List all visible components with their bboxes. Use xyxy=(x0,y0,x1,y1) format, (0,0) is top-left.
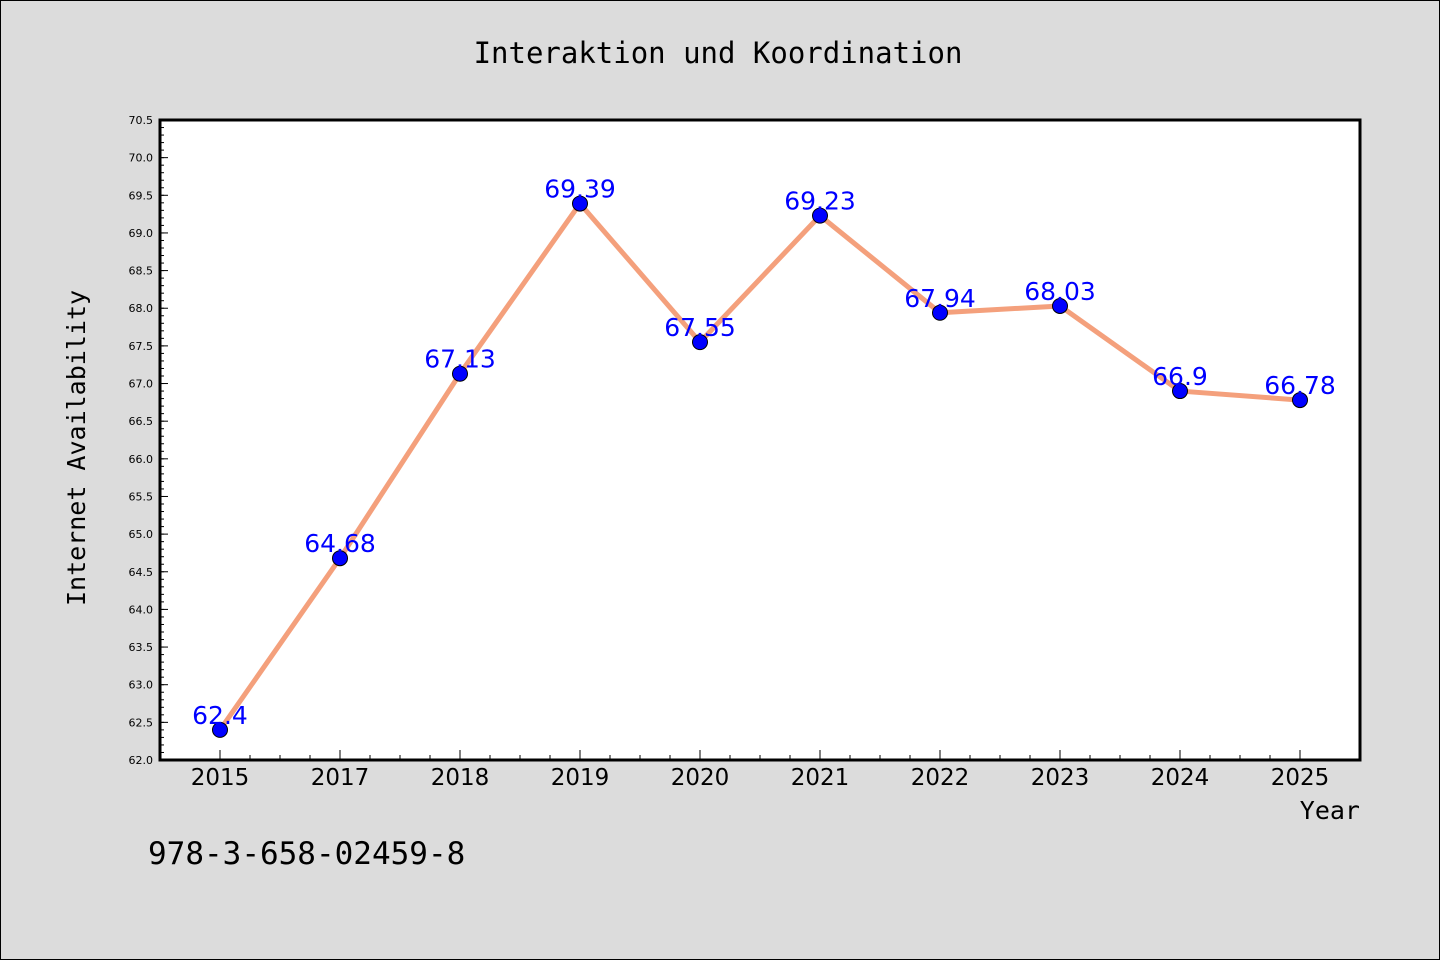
series-line xyxy=(217,201,1301,732)
y-tick-label: 69.0 xyxy=(129,227,154,240)
data-point xyxy=(1052,297,1068,314)
y-axis: 62.0 62.5 63.0 63.5 64.0 64.5 65.0 65.5 66.0 66.5… xyxy=(129,114,168,767)
x-tick-label: 2021 xyxy=(791,765,850,791)
data-labels: 62.4 64.68 67.13 69.39 67.55 69.23 67.94 68.03 6… xyxy=(192,175,1336,730)
y-tick-label: 65.5 xyxy=(129,490,154,503)
plot-area xyxy=(158,118,1362,762)
data-label: 69.23 xyxy=(784,187,856,216)
x-tick-label: 2022 xyxy=(911,765,970,791)
x-tick-label: 2024 xyxy=(1151,765,1210,791)
y-tick-label: 66.0 xyxy=(129,453,154,466)
data-point xyxy=(452,365,468,382)
x-tick-label: 2017 xyxy=(311,765,370,791)
x-tick-label: 2019 xyxy=(551,765,610,791)
data-label: 68.03 xyxy=(1024,277,1096,306)
x-axis: 2015 2017 2018 2019 2020 2021 2022 2023 2024 2025 xyxy=(191,750,1330,791)
chart-title: Interaktion und Koordination xyxy=(474,36,963,70)
data-label: 67.13 xyxy=(424,345,496,374)
y-tick-label: 68.5 xyxy=(129,265,154,278)
y-tick-label: 67.0 xyxy=(129,378,154,391)
data-point xyxy=(932,304,948,321)
y-tick-label: 66.5 xyxy=(129,415,154,428)
data-point xyxy=(572,195,588,212)
x-axis-title: Year xyxy=(1300,796,1360,825)
isbn-text: 978-3-658-02459-8 xyxy=(148,836,465,872)
y-tick-label: 70.5 xyxy=(129,114,154,127)
data-label: 67.55 xyxy=(664,313,736,342)
data-label: 69.39 xyxy=(544,175,616,204)
y-tick-label: 70.0 xyxy=(129,152,154,165)
data-point xyxy=(332,550,348,567)
data-point xyxy=(692,334,708,351)
data-label: 66.78 xyxy=(1264,371,1336,400)
data-label: 67.94 xyxy=(904,284,976,313)
x-tick-label: 2018 xyxy=(431,765,490,791)
y-tick-label: 68.0 xyxy=(129,302,154,315)
y-tick-label: 63.0 xyxy=(129,679,154,692)
y-tick-label: 65.0 xyxy=(129,528,154,541)
data-point xyxy=(1172,383,1188,400)
x-tick-label: 2023 xyxy=(1031,765,1090,791)
y-axis-title: Internet Availability xyxy=(62,290,91,606)
y-tick-label: 63.5 xyxy=(129,641,154,654)
x-tick-label: 2015 xyxy=(191,765,250,791)
data-point xyxy=(1292,392,1308,409)
y-tick-label: 64.5 xyxy=(129,566,154,579)
series-layer xyxy=(212,195,1308,738)
y-tick-label: 64.0 xyxy=(129,603,154,616)
data-label: 64.68 xyxy=(304,529,376,558)
y-tick-label: 62.0 xyxy=(129,754,154,767)
data-label: 66.9 xyxy=(1152,362,1208,391)
y-tick-label: 69.5 xyxy=(129,189,154,202)
data-label: 62.4 xyxy=(192,701,248,730)
x-tick-label: 2020 xyxy=(671,765,730,791)
y-tick-label: 62.5 xyxy=(129,716,154,729)
data-point xyxy=(212,721,228,738)
x-tick-label: 2025 xyxy=(1271,765,1330,791)
data-point xyxy=(812,207,828,224)
y-tick-label: 67.5 xyxy=(129,340,154,353)
